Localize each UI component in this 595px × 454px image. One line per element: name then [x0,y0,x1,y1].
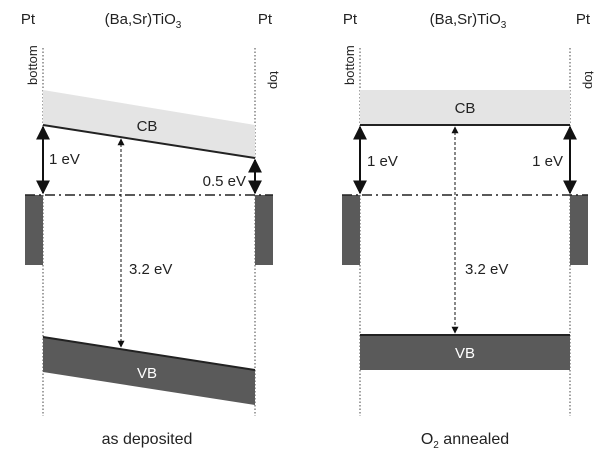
gap-label: 3.2 eV [129,261,172,278]
band-edge [42,124,256,159]
conduction-band [43,90,255,158]
electrode-label: Pt [258,11,273,28]
vb-label: VB [455,345,475,362]
interface-label: top [582,71,595,89]
caption-after: annealed [439,431,509,448]
barrier-label: 0.5 eV [203,173,246,190]
electrode-label: Pt [576,11,591,28]
vb-label: VB [137,365,157,382]
valence-band [43,337,255,405]
interface-label: bottom [25,45,40,85]
film-text: (Ba,Sr)TiO [105,11,176,28]
barrier-label: 1 eV [367,153,398,170]
film-text: (Ba,Sr)TiO [430,11,501,28]
film-sub: 3 [176,20,182,31]
caption-sub: 2 [433,440,439,451]
barrier-label: 1 eV [49,151,80,168]
film-label: (Ba,Sr)TiO3 [105,11,182,31]
metal-block [25,195,43,265]
interface-label: bottom [342,45,357,85]
conduction-band [360,90,570,125]
band-edge [42,336,256,371]
metal-block [255,195,273,265]
caption: O2 annealed [421,431,509,451]
barrier-label: 1 eV [532,153,563,170]
gap-label: 3.2 eV [465,261,508,278]
metal-block [570,195,588,265]
metal-block [342,195,360,265]
cb-label: CB [455,100,476,117]
valence-band [360,335,570,370]
panel-annealed: Pt (Ba,Sr)TiO3 Pt bottom top CB 1 eV 1 e… [342,11,595,451]
interface-label: top [267,71,282,89]
cb-label: CB [137,118,158,135]
electrode-label: Pt [21,11,36,28]
panel-as-deposited: Pt (Ba,Sr)TiO3 Pt bottom top CB 1 eV 0.5… [21,11,282,448]
film-label: (Ba,Sr)TiO3 [430,11,507,31]
caption-text: O [421,431,433,448]
electrode-label: Pt [343,11,358,28]
film-sub: 3 [501,20,507,31]
caption: as deposited [102,431,193,448]
